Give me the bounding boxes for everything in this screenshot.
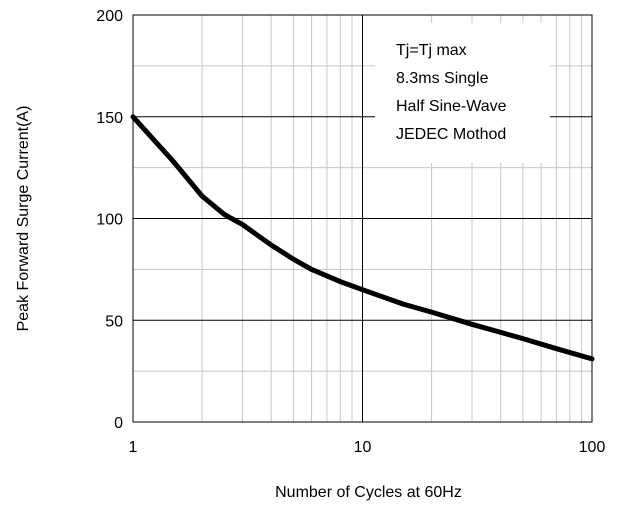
y-tick-label: 150 [96,110,123,127]
annotation-line: Half Sine-Wave [396,98,507,115]
annotation-line: JEDEC Mothod [396,126,506,143]
y-tick-label: 50 [105,313,123,330]
annotation-line: 8.3ms Single [396,70,489,87]
y-axis-label: Peak Forward Surge Current(A) [15,106,32,332]
y-tick-label: 200 [96,8,123,25]
y-tick-label: 100 [96,212,123,229]
plot-frame [132,14,593,423]
annotation-box [375,23,550,163]
x-axis-label: Number of Cycles at 60Hz [275,484,462,501]
tick-labels: 1 10 100 0 50 100 150 200 [96,8,605,456]
x-tick-label: 100 [579,439,606,456]
x-tick-label: 1 [129,439,138,456]
annotation: Tj=Tj max 8.3ms Single Half Sine-Wave JEDEC… [396,42,507,143]
series-layer [130,114,595,362]
y-tick-label: 0 [114,415,123,432]
x-tick-label: 10 [354,439,372,456]
series-line [130,114,595,362]
annotation-line: Tj=Tj max [396,42,467,59]
